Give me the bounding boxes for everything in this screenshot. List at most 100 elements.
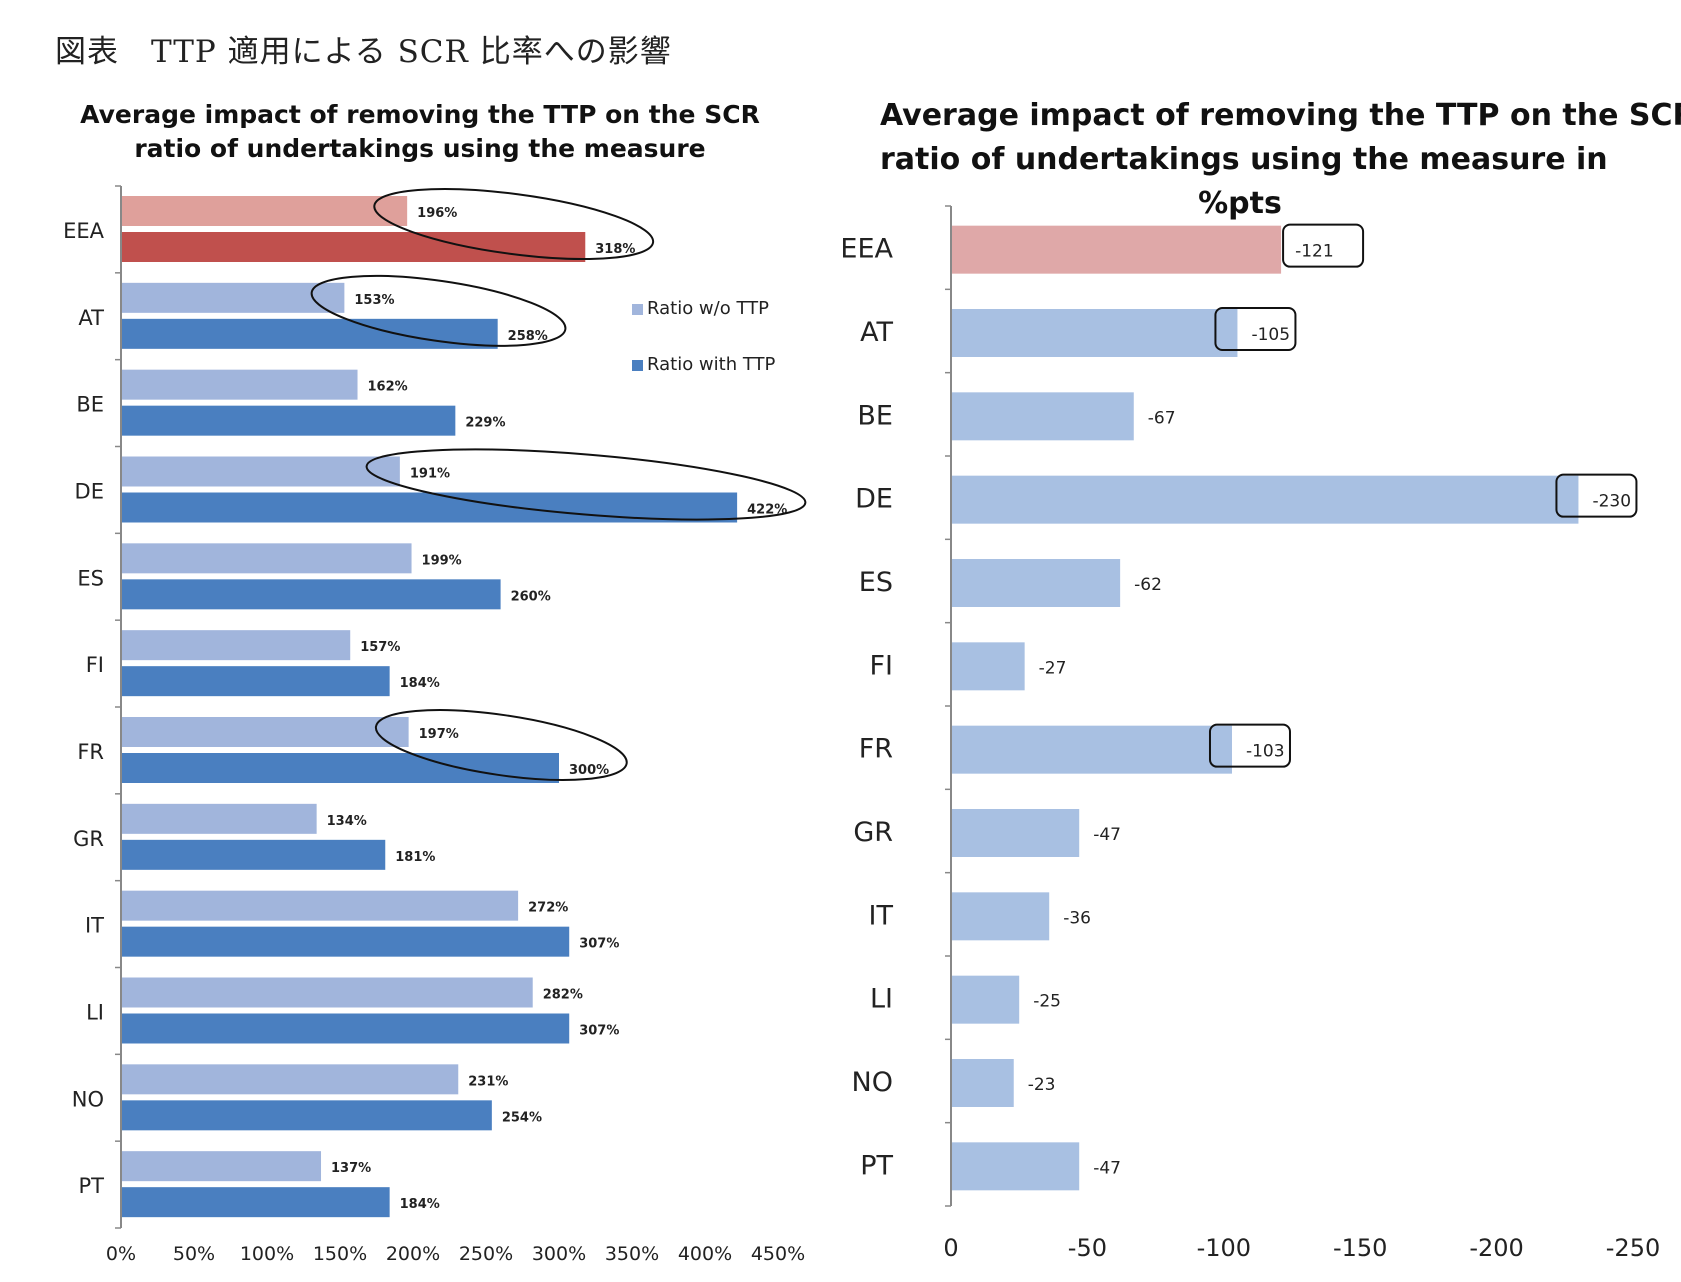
left-category-label: PT	[79, 1174, 105, 1198]
left-bar-with-no	[122, 1100, 492, 1131]
legend-label-without: Ratio w/o TTP	[647, 298, 769, 319]
left-data-label-without: 134%	[327, 814, 367, 829]
right-highlight-box	[1208, 723, 1291, 768]
left-bar-without-at	[122, 282, 345, 313]
left-bar-with-li	[122, 1013, 570, 1044]
left-x-tick-label: 400%	[678, 1243, 732, 1265]
right-data-label: -230	[1592, 492, 1631, 512]
right-bar-pt	[952, 1142, 1080, 1191]
right-category-label: EEA	[840, 234, 893, 265]
left-x-tick-label: 100%	[240, 1243, 294, 1265]
right-bar-it	[952, 892, 1050, 941]
left-x-tick-label: 350%	[605, 1243, 659, 1265]
right-category-label: IT	[869, 900, 894, 931]
right-title-line-3: %pts	[1198, 186, 1282, 221]
right-data-label: -47	[1093, 1158, 1121, 1178]
left-bar-without-it	[122, 890, 519, 921]
right-category-label: DE	[855, 484, 893, 515]
right-bar-de	[952, 475, 1579, 524]
right-bar-es	[952, 559, 1121, 607]
left-x-tick-label: 250%	[459, 1243, 513, 1265]
legend-label-with: Ratio with TTP	[647, 354, 776, 375]
left-data-label-without: 282%	[543, 988, 583, 1003]
left-title-line-2: ratio of undertakings using the measure	[134, 134, 706, 163]
left-category-label: FI	[86, 653, 104, 677]
left-bar-without-fi	[122, 630, 351, 661]
left-bar-without-es	[122, 543, 412, 574]
right-data-label: -62	[1134, 575, 1162, 595]
left-data-label-without: 191%	[410, 467, 450, 482]
right-data-label: -47	[1093, 825, 1121, 845]
left-highlight-ellipse	[373, 188, 655, 260]
legend-item-without: Ratio w/o TTP	[632, 298, 769, 319]
left-data-label-with: 184%	[400, 1197, 440, 1212]
left-category-label: NO	[72, 1087, 104, 1111]
left-category-label: GR	[73, 827, 104, 851]
left-title-line-1: Average impact of removing the TTP on th…	[80, 100, 760, 129]
left-x-tick-label: 150%	[313, 1243, 367, 1265]
right-title-line-2: ratio of undertakings using the measure …	[880, 142, 1608, 177]
right-bar-no	[952, 1059, 1014, 1107]
right-data-label: -27	[1039, 658, 1067, 678]
right-x-tick-label: -50	[1068, 1234, 1107, 1262]
left-data-label-with: 181%	[395, 850, 435, 865]
right-category-label: BE	[857, 400, 893, 431]
legend-swatch-with	[632, 359, 643, 371]
left-x-tick-label: 450%	[751, 1243, 805, 1265]
left-bar-with-eea	[122, 232, 586, 262]
left-category-label: FR	[77, 740, 104, 764]
left-data-label-without: 137%	[331, 1161, 371, 1176]
right-category-label: FR	[859, 734, 893, 765]
right-highlight-box	[1555, 473, 1638, 518]
left-bar-with-fi	[122, 666, 390, 697]
left-category-label: LI	[86, 1001, 104, 1025]
right-data-label: -103	[1246, 742, 1285, 762]
left-bar-with-gr	[122, 839, 386, 870]
figure-title: 図表 TTP 適用による SCR 比率への影響	[55, 34, 672, 70]
left-bar-without-eea	[122, 196, 408, 226]
left-data-label-without: 153%	[354, 293, 394, 308]
right-data-label: -67	[1148, 408, 1176, 428]
left-data-label-with: 260%	[511, 589, 551, 604]
left-highlight-ellipse	[365, 448, 807, 521]
right-x-tick-label: -100	[1197, 1234, 1251, 1262]
right-highlight-box	[1282, 223, 1365, 268]
left-category-label: AT	[78, 306, 104, 330]
left-data-label-with: 258%	[508, 329, 548, 344]
left-data-label-with: 318%	[595, 242, 635, 257]
right-bar-fr	[952, 725, 1232, 774]
left-chart-title: Average impact of removing the TTP on th…	[70, 98, 770, 166]
left-data-label-without: 231%	[468, 1074, 508, 1089]
right-bar-be	[952, 392, 1134, 441]
left-bar-with-it	[122, 926, 570, 957]
right-data-label: -25	[1033, 992, 1061, 1012]
right-category-label: GR	[853, 817, 893, 848]
left-highlight-ellipse	[310, 274, 567, 347]
right-bar-at	[952, 309, 1238, 357]
right-bar-li	[952, 975, 1020, 1024]
right-data-label: -121	[1295, 242, 1334, 262]
left-bar-with-es	[122, 579, 501, 610]
left-bar-without-li	[122, 977, 533, 1008]
right-category-label: LI	[870, 984, 893, 1015]
right-category-label: NO	[852, 1067, 893, 1098]
right-category-label: PT	[860, 1150, 893, 1181]
right-data-label: -105	[1251, 325, 1290, 345]
left-data-label-with: 307%	[579, 937, 619, 952]
right-category-label: FI	[870, 650, 894, 681]
left-category-label: EEA	[63, 219, 105, 243]
right-bar-fi	[952, 642, 1025, 691]
left-bar-with-pt	[122, 1187, 390, 1218]
right-title-line-1: Average impact of removing the TTP on th…	[880, 98, 1681, 133]
left-x-tick-label: 300%	[532, 1243, 586, 1265]
left-x-tick-label: 50%	[173, 1243, 215, 1265]
left-data-label-with: 300%	[569, 763, 609, 778]
right-data-label: -36	[1063, 908, 1091, 928]
right-x-tick-label: 0	[943, 1234, 958, 1262]
left-highlight-ellipse	[374, 709, 628, 781]
left-data-label-without: 199%	[422, 553, 462, 568]
left-bar-without-fr	[122, 717, 409, 747]
right-bar-gr	[952, 809, 1080, 857]
left-x-tick-label: 0%	[106, 1243, 136, 1265]
